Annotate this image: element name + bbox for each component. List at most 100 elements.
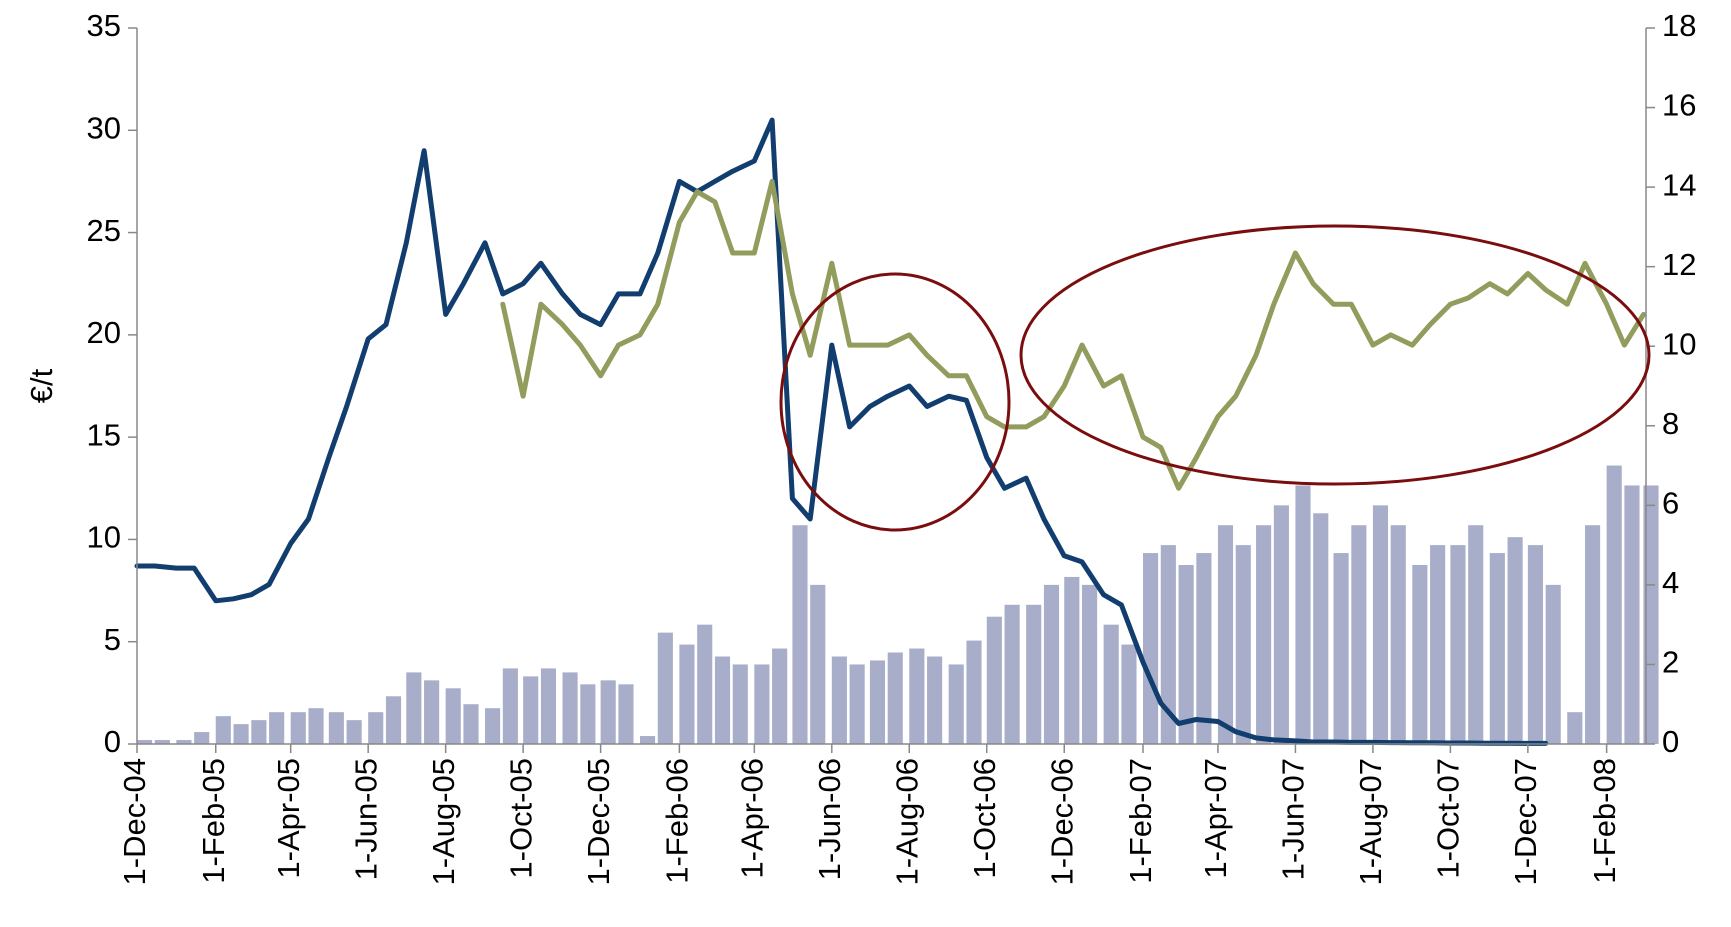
y-tick-label: 10 <box>87 520 121 555</box>
bar <box>640 736 656 744</box>
bar <box>154 740 170 744</box>
bar <box>385 696 402 744</box>
bar <box>580 684 596 744</box>
bar <box>233 724 249 744</box>
bar <box>406 672 422 744</box>
y2-tick-label: 10 <box>1662 326 1696 361</box>
bar <box>1082 584 1098 744</box>
bar <box>1103 624 1119 744</box>
bar <box>869 660 886 744</box>
bar <box>1507 537 1523 744</box>
bar <box>618 684 634 744</box>
bar <box>1412 565 1428 744</box>
y-tick-label: 15 <box>87 417 121 452</box>
bar <box>1430 545 1446 744</box>
axes: 0 5 10 15 20 25 30 35 0 2 4 6 8 10 12 14 16 18 1-Dec-04 1-F… <box>87 8 1697 885</box>
x-tick-label: 1-Oct-06 <box>967 758 1002 879</box>
bar <box>1043 584 1060 744</box>
x-tick-label: 1-Dec-07 <box>1508 758 1543 886</box>
bar <box>485 708 501 744</box>
x-tick-label: 1-Dec-04 <box>117 758 152 886</box>
bar <box>772 648 788 744</box>
bar <box>424 680 440 744</box>
bar <box>562 672 578 744</box>
bar <box>463 704 479 744</box>
bar <box>308 708 324 744</box>
x-tick-label: 1-Dec-05 <box>581 758 616 886</box>
x-tick-label: 1-Feb-06 <box>660 758 695 884</box>
bar <box>927 656 943 744</box>
bar <box>1489 553 1505 744</box>
bar <box>368 712 384 744</box>
bar <box>251 720 267 744</box>
bar <box>1295 485 1311 744</box>
bar <box>1468 525 1484 744</box>
x-tick-label: 1-Apr-06 <box>735 758 770 879</box>
bar <box>714 656 731 744</box>
y2-tick-label: 0 <box>1662 724 1679 759</box>
x-tick-label: 1-Apr-07 <box>1198 758 1233 879</box>
bar-layer <box>137 465 1659 744</box>
line <box>500 178 1646 491</box>
bar <box>1121 644 1137 744</box>
bar <box>1606 465 1622 744</box>
y2-tick-label: 6 <box>1662 486 1679 521</box>
y-tick-label: 30 <box>87 110 121 145</box>
line-layer <box>134 117 1646 746</box>
bar <box>887 652 903 744</box>
x-tick-label: 1-Aug-06 <box>889 758 924 886</box>
bar <box>1004 604 1020 744</box>
bar <box>540 668 557 744</box>
bar <box>290 712 306 744</box>
y-tick-label: 0 <box>104 724 121 759</box>
y-tick-label: 5 <box>104 622 121 657</box>
bar <box>1217 525 1234 744</box>
bar <box>1178 565 1194 744</box>
x-tick-label: 1-Apr-05 <box>271 758 306 879</box>
bar <box>1545 584 1561 744</box>
bar <box>1567 712 1583 744</box>
bar <box>849 664 865 744</box>
highlight-ellipse <box>779 272 1011 532</box>
bar <box>1585 525 1601 744</box>
x-tick-label: 1-Feb-08 <box>1587 758 1622 884</box>
y2-tick-label: 12 <box>1662 247 1696 282</box>
x-tick-label: 1-Aug-07 <box>1353 758 1388 886</box>
bar <box>657 632 673 744</box>
bar <box>1256 525 1272 744</box>
bar <box>194 732 210 744</box>
bar <box>1196 553 1212 744</box>
y2-tick-label: 16 <box>1662 88 1696 123</box>
bar <box>732 664 748 744</box>
x-tick-label: 1-Dec-06 <box>1044 758 1079 886</box>
line <box>134 117 1549 746</box>
bar <box>679 644 695 744</box>
bar <box>948 664 964 744</box>
bar <box>176 740 192 744</box>
bar <box>909 648 925 744</box>
bar <box>1160 545 1176 744</box>
bar <box>502 668 518 744</box>
bar <box>1143 553 1159 744</box>
bar <box>346 720 362 744</box>
bar <box>1527 545 1543 744</box>
x-tick-label: 1-Jun-06 <box>812 758 847 880</box>
x-tick-label: 1-Jun-07 <box>1276 758 1311 880</box>
y-tick-label: 20 <box>87 315 121 350</box>
bar <box>1333 553 1349 744</box>
bar <box>137 740 153 744</box>
y-tick-label: 25 <box>87 213 121 248</box>
y2-tick-label: 4 <box>1662 565 1679 600</box>
x-tick-label: 1-Feb-07 <box>1123 758 1158 884</box>
bar <box>600 680 616 744</box>
bar <box>1064 576 1080 744</box>
bar <box>792 525 808 744</box>
bar <box>1390 525 1406 744</box>
bar <box>754 664 770 744</box>
bar <box>1351 525 1367 744</box>
x-tick-label: 1-Jun-05 <box>348 758 383 880</box>
bar <box>523 676 539 744</box>
bar <box>697 624 713 744</box>
bar <box>966 640 982 744</box>
